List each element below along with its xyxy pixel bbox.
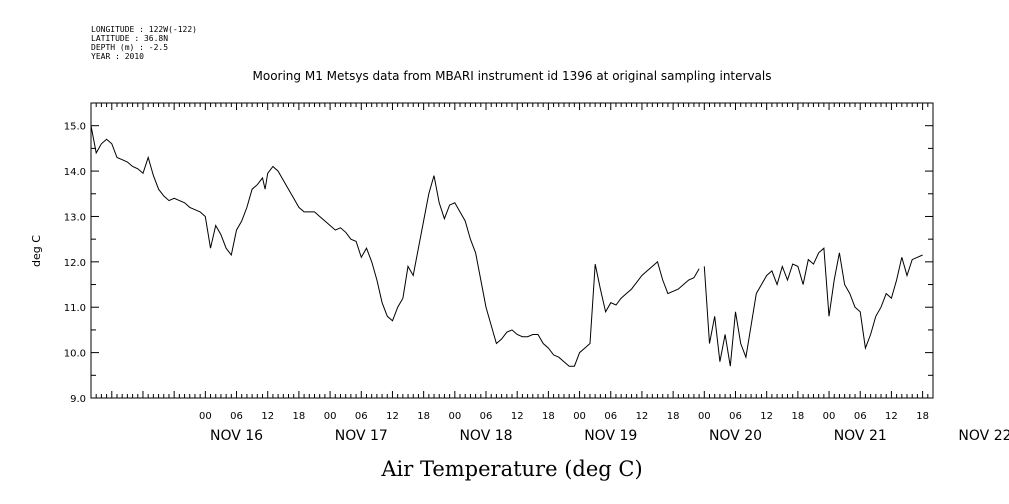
series-line-air-temperature <box>90 125 700 367</box>
x-hour-label: 12 <box>636 411 649 422</box>
x-day-label: NOV 19 <box>584 428 637 444</box>
x-day-label: NOV 17 <box>335 428 388 444</box>
x-hour-label: 18 <box>916 411 929 422</box>
y-tick-labels: 9.0 10.0 11.0 12.0 13.0 14.0 15.0 <box>64 122 86 405</box>
x-hour-label: 00 <box>448 411 461 422</box>
y-tick-label: 12.0 <box>64 258 86 269</box>
x-hour-label: 00 <box>324 411 337 422</box>
y-tick-label: 11.0 <box>64 303 86 314</box>
x-hour-label: 18 <box>293 411 306 422</box>
x-hour-label: 12 <box>511 411 524 422</box>
y-axis-label: deg C <box>30 235 43 267</box>
x-hour-label: 18 <box>542 411 555 422</box>
y-tick-label: 15.0 <box>64 122 86 133</box>
x-hour-label: 18 <box>791 411 804 422</box>
x-day-label: NOV 16 <box>210 428 263 444</box>
x-hour-label: 18 <box>417 411 430 422</box>
x-day-label: NOV 20 <box>709 428 762 444</box>
x-axis-label: Air Temperature (deg C) <box>380 457 642 481</box>
plot-frame <box>90 102 934 399</box>
chart-title: Mooring M1 Metsys data from MBARI instru… <box>253 69 772 83</box>
axis-ticks <box>90 102 934 399</box>
x-day-label: NOV 18 <box>459 428 512 444</box>
x-hour-label: 06 <box>854 411 867 422</box>
x-hour-label: 12 <box>386 411 399 422</box>
y-tick-label: 13.0 <box>64 212 86 223</box>
x-hour-label: 00 <box>698 411 711 422</box>
x-day-label: NOV 22 <box>958 428 1009 444</box>
x-hour-label: 00 <box>573 411 586 422</box>
x-hour-label: 00 <box>823 411 836 422</box>
meta-year: YEAR : 2010 <box>91 52 144 61</box>
meta-latitude: LATITUDE : 36.8N <box>91 34 168 43</box>
x-tick-labels: 00 06 12 18 NOV 16 00 06 12 18 NOV 17 00 06 12 18 NOV … <box>199 411 1009 444</box>
x-hour-label: 06 <box>604 411 617 422</box>
y-tick-label: 9.0 <box>70 394 86 405</box>
meta-depth: DEPTH (m) : -2.5 <box>91 43 168 52</box>
y-tick-label: 10.0 <box>64 349 86 360</box>
x-hour-label: 06 <box>480 411 493 422</box>
x-day-label: NOV 21 <box>834 428 887 444</box>
meta-longitude: LONGITUDE : 122W(-122) <box>91 25 197 34</box>
x-hour-label: 06 <box>355 411 368 422</box>
x-hour-label: 12 <box>760 411 773 422</box>
series-line-air-temperature-continued <box>703 247 923 367</box>
y-tick-label: 14.0 <box>64 167 86 178</box>
x-hour-label: 06 <box>230 411 243 422</box>
x-hour-label: 12 <box>885 411 898 422</box>
x-hour-label: 18 <box>667 411 680 422</box>
metadata-block: LONGITUDE : 122W(-122) LATITUDE : 36.8N … <box>91 25 197 61</box>
x-hour-label: 12 <box>261 411 274 422</box>
x-hour-label: 06 <box>729 411 742 422</box>
x-hour-label: 00 <box>199 411 212 422</box>
